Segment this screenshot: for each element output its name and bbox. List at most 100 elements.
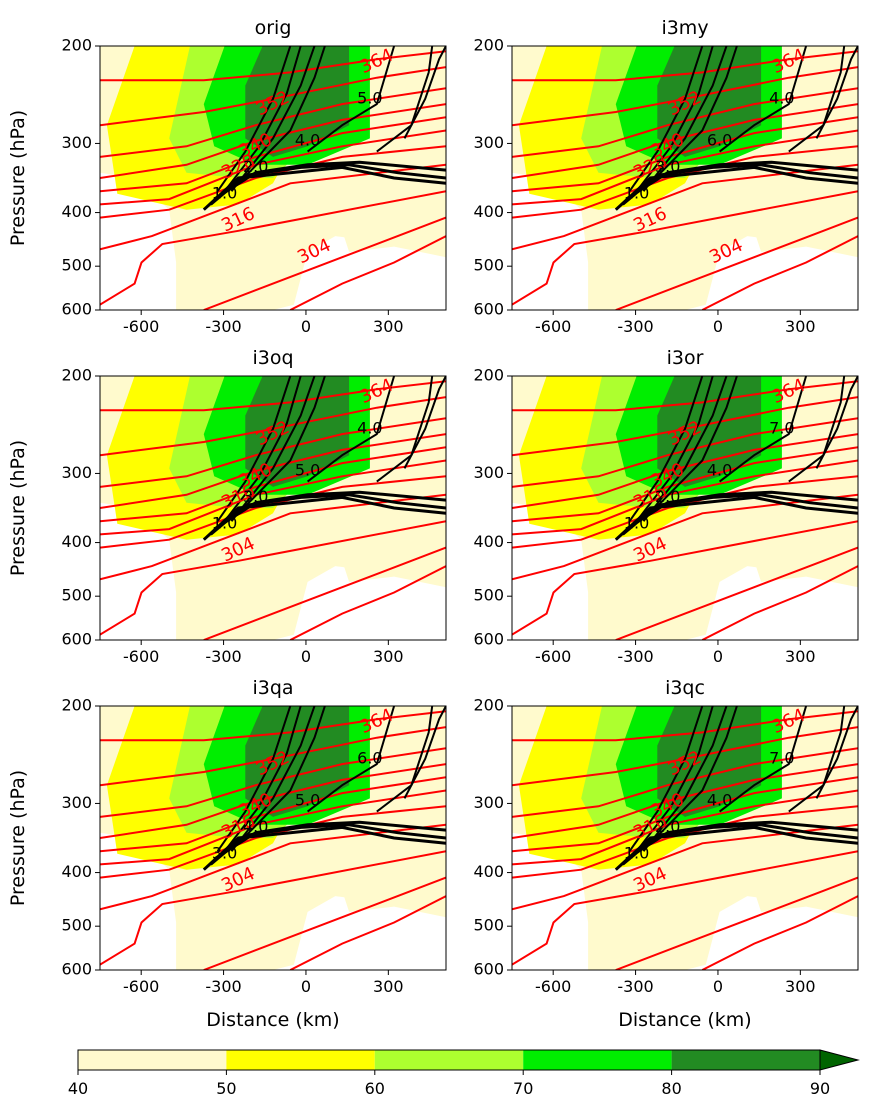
x-tick-label: 300 [373, 647, 404, 666]
pv-contour-label: 1.0 [624, 843, 649, 862]
y-tick-label: 300 [61, 463, 92, 482]
theta-contour-10 [512, 710, 858, 742]
y-tick-label: 500 [473, 256, 504, 275]
theta-contour-4 [100, 475, 446, 549]
colorbar-segment [78, 1050, 227, 1070]
pv-contour-label: 4.0 [769, 88, 794, 107]
pv-contour-0 [614, 825, 858, 871]
theta-contour-3 [512, 823, 858, 911]
y-tick-label: 400 [473, 202, 504, 221]
y-tick-label: 200 [61, 366, 92, 385]
theta-contour-1 [289, 895, 446, 970]
y-tick-label: 500 [61, 916, 92, 935]
theta-contour-7 [100, 763, 446, 839]
colorbar-tick-label: 50 [216, 1079, 236, 1098]
pv-contour-label: 4.0 [295, 131, 320, 150]
pv-contour-5 [642, 376, 728, 522]
pv-contour-label: 4.0 [357, 418, 382, 437]
pv-contour-9 [403, 706, 446, 799]
pv-contour-8 [788, 376, 846, 483]
axes-frame [511, 375, 859, 641]
pv-contour-label: 5.0 [295, 461, 320, 480]
y-axis-label: Pressure (hPa) [7, 110, 29, 246]
y-tick-label: 400 [61, 532, 92, 551]
y-tick-label: 500 [61, 256, 92, 275]
theta-contour-0 [615, 216, 858, 310]
colorbar-extend-arrow [819, 1049, 860, 1071]
pv-contour-3 [216, 46, 292, 192]
pv-contour-3 [628, 46, 704, 192]
pv-contour-6 [237, 46, 326, 185]
theta-contour-10 [100, 380, 446, 412]
x-axis-label: Distance (km) [618, 1009, 751, 1031]
pv-contour-4 [223, 46, 302, 192]
theta-contour-10 [512, 380, 858, 412]
theta-contour-0 [615, 546, 858, 640]
y-tick-label: 500 [61, 586, 92, 605]
colorbar-segment [374, 1050, 524, 1070]
theta-contour-7 [100, 103, 446, 179]
pv-contour-9 [815, 706, 858, 799]
theta-contour-8 [512, 87, 858, 158]
pv-contour-2 [213, 820, 446, 861]
theta-contour-8 [100, 747, 446, 818]
y-tick-label: 600 [473, 300, 504, 319]
x-tick-label: 0 [301, 317, 311, 336]
theta-contour-1 [289, 235, 446, 310]
colorbar-tick-label: 80 [661, 1079, 681, 1098]
y-tick-label: 400 [473, 532, 504, 551]
pv-contour-4 [223, 376, 302, 522]
pv-contour-label: 6.0 [357, 748, 382, 767]
x-tick-label: 0 [301, 977, 311, 996]
theta-contour-1 [289, 565, 446, 640]
axes-frame [99, 45, 447, 311]
panel-i3my: 3643523403283163044.06.03.01.02003004005… [473, 17, 859, 336]
pv-contour-9 [403, 376, 446, 469]
pv-contour-label: 1.0 [624, 183, 649, 202]
pv-contour-9 [403, 46, 446, 139]
theta-contour-7 [512, 103, 858, 179]
x-tick-label: 300 [785, 647, 816, 666]
pv-contour-label: 2.0 [243, 157, 268, 176]
theta-contour-8 [100, 417, 446, 488]
pv-contour-5 [642, 706, 728, 852]
colorbar-tick-label: 40 [68, 1079, 88, 1098]
x-tick-label: 0 [713, 647, 723, 666]
pv-contour-7 [306, 376, 396, 483]
pv-contour-label: 1.0 [212, 513, 237, 532]
y-tick-label: 300 [473, 463, 504, 482]
theta-contour-0 [203, 876, 446, 970]
panel-title: i3qc [665, 677, 705, 699]
theta-contour-6 [512, 776, 858, 853]
panel-title: orig [255, 17, 292, 39]
x-tick-label: -600 [535, 977, 571, 996]
pv-contour-label: 3.0 [655, 157, 680, 176]
y-tick-label: 300 [473, 793, 504, 812]
pv-contour-7 [718, 46, 808, 153]
pv-contour-6 [649, 46, 738, 185]
x-tick-label: 300 [785, 977, 816, 996]
y-tick-label: 200 [61, 36, 92, 55]
pv-contour-4 [635, 46, 714, 192]
pv-contour-label: 2.0 [655, 487, 680, 506]
x-tick-label: 300 [785, 317, 816, 336]
panel-title: i3oq [252, 347, 293, 369]
axes-frame [99, 375, 447, 641]
theta-contour-2 [100, 190, 446, 306]
theta-contour-3 [100, 493, 446, 581]
pv-contour-5 [642, 46, 728, 192]
theta-contour-1 [701, 235, 858, 310]
x-tick-label: -300 [205, 977, 241, 996]
theta-contour-0 [203, 546, 446, 640]
pv-contour-3 [216, 706, 292, 852]
pv-contour-4 [223, 706, 302, 852]
panel-title: i3my [661, 17, 708, 39]
pv-contour-6 [649, 376, 738, 515]
theta-contour-4 [512, 805, 858, 879]
panel-i3or: 3643523403163047.04.02.01.02003004005006… [473, 347, 859, 666]
pv-contour-label: 5.0 [357, 88, 382, 107]
y-tick-label: 500 [473, 916, 504, 935]
y-tick-label: 200 [473, 366, 504, 385]
pv-contour-2 [625, 820, 858, 861]
pv-contour-label: 4.0 [707, 461, 732, 480]
